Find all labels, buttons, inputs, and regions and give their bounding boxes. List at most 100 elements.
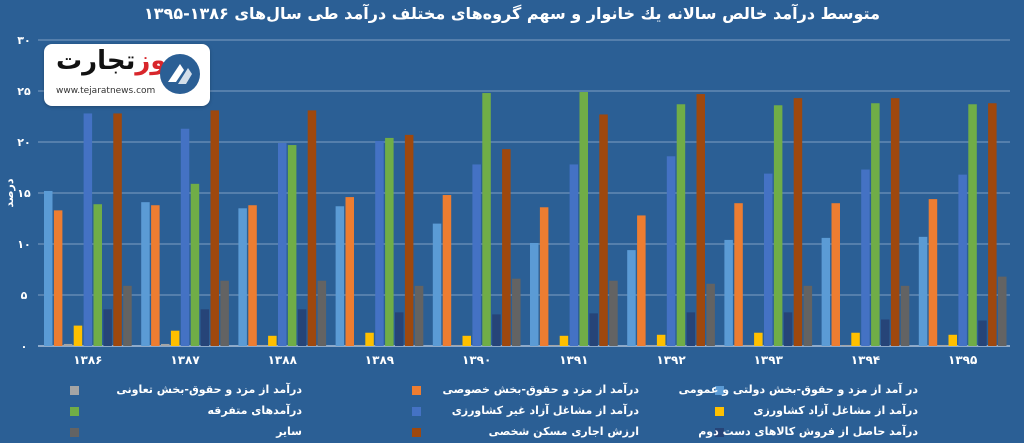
- legend-swatch: [412, 386, 421, 395]
- y-tick-label: ۰: [21, 340, 28, 353]
- bar-5-3: [278, 143, 287, 346]
- bar-4-1: [73, 325, 83, 346]
- bar-1-1: [44, 190, 53, 346]
- bar-5-1: [83, 113, 93, 346]
- legend-label: درآمدهای متفرقه: [207, 404, 302, 417]
- bar-2-2: [151, 205, 160, 346]
- bar-3-4: [355, 344, 364, 346]
- bar-7-8: [783, 312, 793, 346]
- bar-3-8: [744, 344, 753, 346]
- bar-6-7: [676, 104, 686, 346]
- bar-6-8: [773, 105, 783, 346]
- bar-4-5: [462, 335, 471, 346]
- bar-3-6: [549, 344, 559, 346]
- bar-2-7: [637, 215, 646, 346]
- bar-1-5: [432, 223, 442, 346]
- bar-7-3: [297, 309, 307, 346]
- bar-4-6: [559, 335, 569, 346]
- bar-7-6: [589, 313, 598, 346]
- y-axis-label: درصد: [3, 178, 16, 207]
- bar-1-4: [335, 206, 345, 346]
- bar-2-5: [442, 195, 452, 346]
- x-axis-ticks: ۱۳۸۶ ۱۳۸۷ ۱۳۸۸ ۱۳۸۹ ۱۳۹۰ ۱۳۹۱ ۱۳۹۲ ۱۳۹۳ ۱۳۹۴ ۱۳۹۵: [73, 353, 977, 367]
- logo-circle-icon: [160, 54, 200, 94]
- bar-9-6: [609, 280, 618, 346]
- bar-7-7: [686, 312, 696, 346]
- legend-swatch: [715, 386, 724, 395]
- bar-2-9: [831, 203, 840, 346]
- bar-9-7: [706, 283, 715, 346]
- bar-1-6: [530, 242, 539, 346]
- bar-3-5: [452, 344, 462, 346]
- bar-3-2: [161, 343, 170, 346]
- bar-5-5: [472, 164, 481, 346]
- bar-9-8: [803, 285, 813, 346]
- legend-swatch: [70, 428, 79, 437]
- bar-8-1: [113, 113, 122, 346]
- bar-4-3: [268, 335, 277, 346]
- bar-6-2: [190, 183, 200, 346]
- bar-1-9: [821, 237, 831, 346]
- x-tick-label: ۱۳۹۱: [559, 353, 588, 367]
- y-tick-label: ۵: [21, 289, 28, 302]
- bar-6-6: [579, 92, 588, 347]
- bar-6-5: [482, 93, 491, 346]
- bar-8-7: [696, 94, 705, 346]
- bar-6-3: [287, 145, 297, 346]
- bar-8-6: [599, 114, 608, 347]
- bar-3-1: [63, 343, 73, 346]
- bar-2-1: [53, 210, 63, 346]
- legend-label: سایر: [276, 425, 302, 438]
- legend-swatch: [412, 428, 421, 437]
- x-tick-label: ۱۳۸۷: [170, 353, 200, 367]
- bar-8-8: [793, 98, 803, 346]
- bar-4-10: [948, 334, 957, 346]
- bar-1-8: [724, 239, 733, 346]
- bar-2-10: [928, 199, 938, 346]
- legend-label: درآمد حاصل از فروش کالاهای دست دوم: [698, 425, 918, 438]
- legend-label: درآمد از مزد و حقوق-بخش تعاونی: [116, 383, 302, 396]
- bar-6-4: [385, 137, 394, 346]
- x-tick-label: ۱۳۹۵: [948, 353, 977, 367]
- bar-5-8: [764, 173, 773, 346]
- bar-8-10: [988, 103, 997, 347]
- bar-5-10: [958, 174, 967, 346]
- bar-9-2: [220, 280, 229, 346]
- legend-swatch: [70, 407, 79, 416]
- bar-7-1: [103, 309, 112, 346]
- bar-5-9: [861, 169, 870, 346]
- x-tick-label: ۱۳۹۲: [656, 353, 686, 367]
- bar-2-3: [248, 205, 257, 346]
- bar-9-5: [512, 278, 521, 346]
- legend-label: درآمد از مشاغل آزاد غیر کشاورزی: [451, 404, 639, 417]
- bar-3-3: [258, 344, 267, 346]
- tejaratnews-logo: نیوزتجارت www.tejaratnews.com: [44, 44, 210, 106]
- legend-swatch: [412, 407, 421, 416]
- bar-6-9: [871, 103, 880, 347]
- bar-9-10: [998, 276, 1007, 346]
- y-axis-ticks: ۰ ۵ ۱۰ ۱۵ ۲۰ ۲۵ ۳۰: [17, 34, 31, 353]
- legend-swatch: [70, 386, 79, 395]
- bar-5-7: [666, 156, 676, 346]
- bar-8-3: [307, 110, 317, 346]
- bar-7-5: [492, 314, 501, 346]
- bar-5-4: [375, 140, 384, 346]
- bar-5-6: [569, 164, 579, 346]
- bar-6-1: [93, 204, 102, 346]
- bar-4-8: [754, 332, 763, 346]
- bar-2-8: [734, 203, 743, 346]
- bar-7-2: [200, 309, 210, 346]
- bar-1-3: [238, 208, 247, 346]
- bar-7-4: [395, 312, 404, 346]
- bar-6-10: [968, 104, 977, 346]
- legend-label: درآمد از مزد و حقوق-بخش خصوصی: [442, 383, 639, 396]
- chart-title: متوسط درآمد خالص سالانه یك خانوار و سهم …: [144, 4, 880, 23]
- legend-swatch: [715, 428, 724, 437]
- bar-4-7: [656, 334, 666, 346]
- y-tick-label: ۱۵: [17, 187, 31, 200]
- legend-label: ارزش اجاری مسکن شخصی: [488, 425, 639, 438]
- x-tick-label: ۱۳۹۴: [851, 353, 880, 367]
- bar-5-2: [180, 128, 190, 346]
- logo-url: www.tejaratnews.com: [56, 86, 156, 96]
- bar-9-3: [317, 280, 327, 346]
